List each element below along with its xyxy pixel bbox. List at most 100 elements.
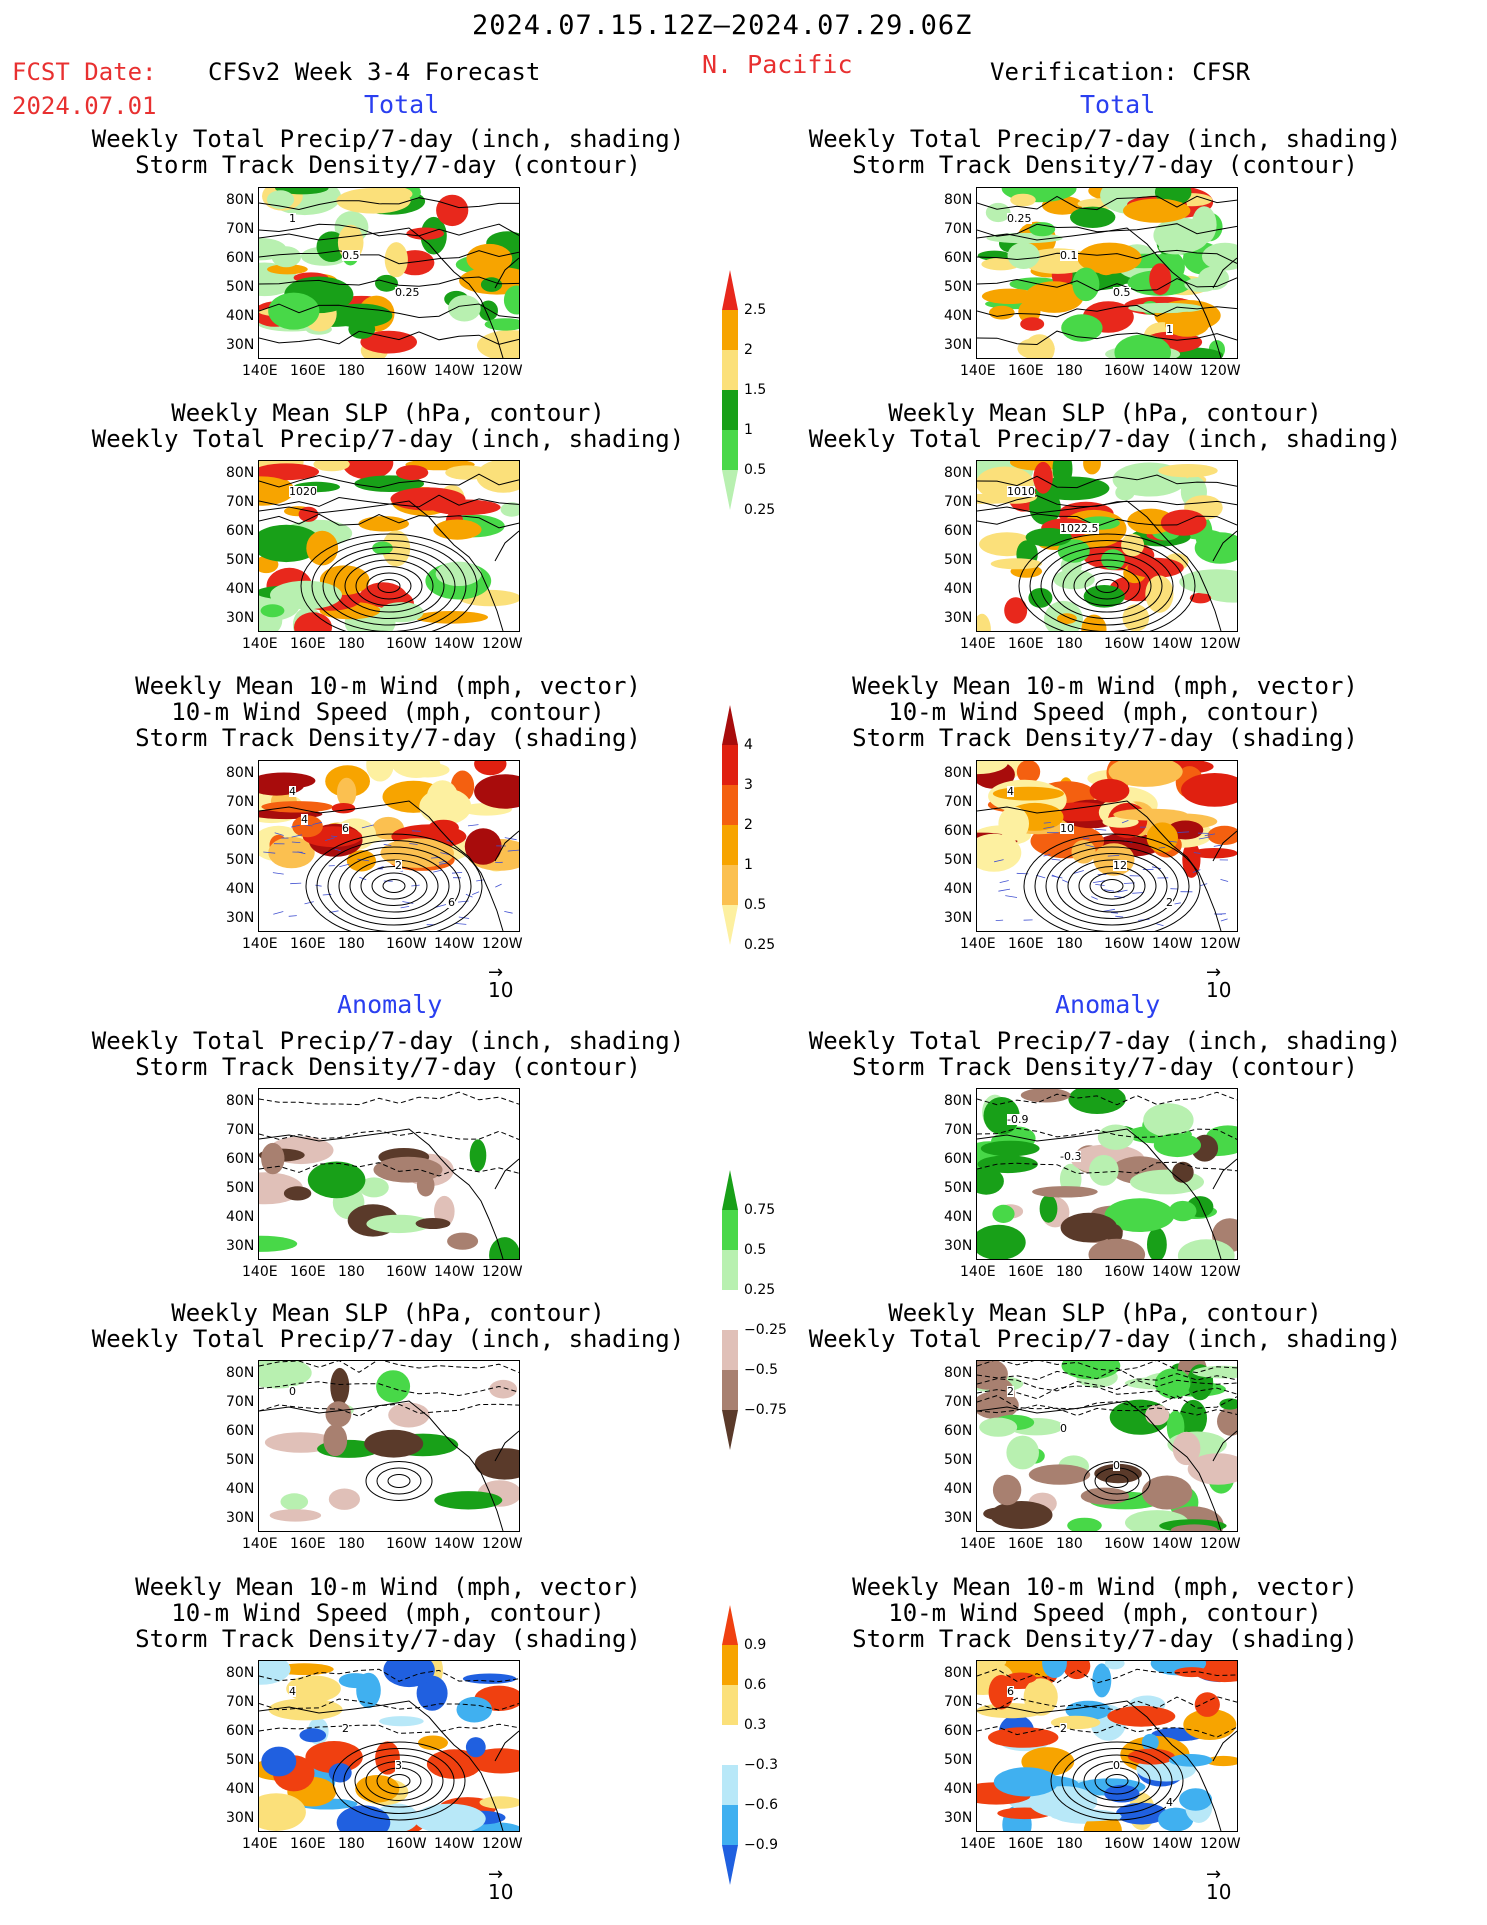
fc-anom-precip-track-panel-coastline	[259, 1128, 519, 1259]
fc-anom-wind-track-panel-ylabel-3: 50N	[226, 1752, 255, 1768]
section-anomaly-left: Anomaly	[337, 990, 443, 1019]
colorbar-precip-total-swatch-5	[722, 470, 738, 510]
obs-wind-track-title-1: 10-m Wind Speed (mph, contour)	[888, 698, 1322, 726]
fc-wind-track-panel-vector-45	[304, 901, 314, 905]
obs-slp-precip-panel-shade-57	[977, 613, 991, 631]
fc-wind-track-panel-ylabel-2: 60N	[226, 823, 255, 839]
obs-wind-track-panel-shade-19	[977, 761, 1009, 775]
fc-anom-wind-track-panel-contour-label-2: 3	[395, 1759, 402, 1772]
obs-anom-precip-track-panel-shade-38	[1032, 1186, 1098, 1198]
obs-precip-track-panel-shade-49	[1165, 311, 1210, 337]
colorbar-track-total-label-0: 4	[744, 737, 753, 753]
obs-wind-track-panel-contour-8	[1023, 833, 1201, 931]
fc-wind-track-panel-vector-19	[272, 872, 284, 875]
fc-slp-precip-panel-line-0	[259, 473, 519, 489]
obs-anom-precip-track-panel-xlabel-2: 180	[1056, 1264, 1083, 1280]
fc-precip-track-panel-shade-41	[373, 188, 413, 202]
obs-slp-precip-panel-contour-4	[1062, 559, 1152, 613]
obs-precip-track-panel-shade-67	[1149, 263, 1172, 295]
obs-anom-precip-track-panel-shade-43	[1088, 1238, 1146, 1259]
obs-anom-slp-precip-panel-xlabel-2: 180	[1056, 1536, 1083, 1552]
obs-wind-track-panel-vector-28	[1156, 923, 1164, 927]
obs-slp-precip-panel-shade-24	[1053, 569, 1095, 590]
obs-anom-wind-track-panel-shade-7	[1205, 1755, 1237, 1767]
fc-anom-wind-track-panel-line-1	[259, 1698, 519, 1711]
fcst-date-value: 2024.07.01	[12, 92, 157, 120]
fc-anom-wind-track-panel-contour-5	[343, 1748, 455, 1814]
obs-wind-track-panel-xlabel-5: 120W	[1200, 936, 1241, 952]
obs-wind-track-title-2: Storm Track Density/7-day (shading)	[852, 724, 1358, 752]
fc-anom-slp-precip-panel-contour-1	[387, 1474, 411, 1488]
fc-anom-precip-track-panel-ylabel-0: 80N	[226, 1093, 255, 1109]
obs-anom-wind-track-panel-contour-5	[1061, 1748, 1173, 1814]
colorbar-track-anom-label-5: −0.9	[744, 1837, 778, 1853]
fc-anom-slp-precip-panel-ylabel-2: 60N	[226, 1423, 255, 1439]
obs-anom-wind-track-panel-shade-47	[1168, 1754, 1213, 1767]
fc-slp-precip-panel-shade-20	[414, 611, 488, 624]
obs-vector-ref-label: 10	[1206, 978, 1232, 1002]
fc-anom-wind-track-panel-xlabel-0: 140E	[242, 1836, 278, 1852]
fc-anom-vector-ref-arrow: →	[488, 1864, 504, 1885]
fc-wind-track-panel-vector-14	[290, 882, 302, 885]
fc-anom-wind-track-panel-line-2	[259, 1723, 519, 1734]
obs-precip-track-title-0: Weekly Total Precip/7-day (inch, shading…	[808, 125, 1402, 153]
obs-anom-precip-track-panel-shade-40	[1060, 1212, 1118, 1243]
colorbar-precip-anom-swatch-2	[722, 1250, 738, 1290]
colorbar-track-total-label-3: 1	[744, 857, 753, 873]
obs-anom-precip-track-panel: -0.9 -0.3	[976, 1088, 1238, 1260]
obs-anom-wind-track-panel-ylabel-2: 60N	[944, 1723, 973, 1739]
fc-anom-precip-track-panel-ylabel-2: 60N	[226, 1151, 255, 1167]
fc-wind-track-panel-contour-2	[371, 872, 417, 900]
obs-wind-track-panel-ylabel-3: 50N	[944, 852, 973, 868]
obs-anom-slp-precip-panel-xlabel-4: 140W	[1152, 1536, 1193, 1552]
obs-wind-track-panel: 4 10 12 2	[976, 760, 1238, 932]
fc-wind-track-panel-vector-8	[472, 891, 480, 895]
model-title: CFSv2 Week 3-4 Forecast	[208, 58, 541, 86]
fc-anom-wind-track-panel-ylabel-4: 40N	[226, 1781, 255, 1797]
fc-anom-wind-track-panel-shade-31	[462, 1673, 517, 1684]
obs-wind-track-panel-contour-7	[1034, 840, 1190, 931]
fc-wind-track-panel-vector-6	[476, 879, 484, 882]
fc-slp-precip-panel-map	[259, 461, 519, 631]
obs-wind-track-panel-contour-3	[1078, 866, 1146, 906]
fc-slp-precip-panel-contour-1	[377, 579, 401, 593]
fc-anom-precip-track-panel-shade-2	[469, 1139, 487, 1172]
obs-slp-precip-panel-coastline	[977, 500, 1237, 631]
obs-wind-track-panel-xlabel-1: 160E	[1008, 936, 1044, 952]
obs-wind-track-panel-vector-11	[1158, 847, 1166, 849]
obs-anom-wind-track-panel-shade-21	[1158, 1807, 1194, 1831]
fc-precip-track-panel-shade-14	[436, 194, 469, 227]
fc-wind-track-panel-vector-46	[440, 852, 449, 855]
obs-anom-precip-track-panel-shade-14	[1168, 1200, 1197, 1222]
obs-precip-track-panel-contour-label-0: 0.25	[1007, 212, 1032, 225]
fc-slp-precip-panel-shade-39	[500, 502, 519, 517]
fc-wind-track-panel-xlabel-3: 160W	[386, 936, 427, 952]
fc-anom-precip-track-panel-ylabel-3: 50N	[226, 1180, 255, 1196]
obs-anom-slp-precip-panel-shade-20	[1187, 1453, 1237, 1485]
fc-anom-wind-track-title-2: Storm Track Density/7-day (shading)	[135, 1625, 641, 1653]
fc-wind-track-panel-vector-24	[495, 883, 502, 888]
obs-wind-track-panel-vector-34	[1151, 866, 1161, 870]
obs-anom-wind-track-panel-xlabel-4: 140W	[1152, 1836, 1193, 1852]
obs-anom-wind-track-panel-shade-18	[1183, 1709, 1237, 1740]
fc-wind-track-panel-ylabel-4: 40N	[226, 881, 255, 897]
colorbar-precip-anom-swatch-5	[722, 1370, 738, 1410]
obs-anom-slp-precip-panel-shade-33	[979, 1417, 1018, 1437]
fc-slp-precip-panel-shade-36	[259, 476, 295, 503]
fc-wind-track-panel-vector-7	[291, 824, 300, 828]
colorbar-track-total-swatch-0	[722, 705, 738, 745]
fc-anom-wind-track-panel-coastline	[259, 1700, 519, 1831]
fc-anom-precip-track-panel-line-0	[259, 1091, 519, 1106]
obs-anom-slp-precip-panel-contour-label-0: 2	[1007, 1385, 1014, 1398]
fc-anom-slp-precip-panel-shade-17	[376, 1370, 411, 1403]
obs-anom-wind-track-panel-shade-46	[1028, 1786, 1098, 1818]
fc-wind-track-panel-xlabel-1: 160E	[290, 936, 326, 952]
fc-slp-precip-panel-ylabel-4: 40N	[226, 581, 255, 597]
obs-anom-wind-track-panel-contour-label-3: 4	[1166, 1796, 1173, 1809]
obs-anom-wind-track-panel-xlabel-1: 160E	[1008, 1836, 1044, 1852]
obs-wind-track-panel-shade-39	[1181, 773, 1237, 807]
obs-wind-track-panel-vector-1	[1093, 880, 1106, 883]
fc-wind-track-panel-contour-label-4: 4	[301, 813, 308, 826]
obs-slp-precip-panel-contour-7	[1029, 540, 1185, 631]
obs-precip-track-panel-shade-54	[1007, 242, 1040, 269]
